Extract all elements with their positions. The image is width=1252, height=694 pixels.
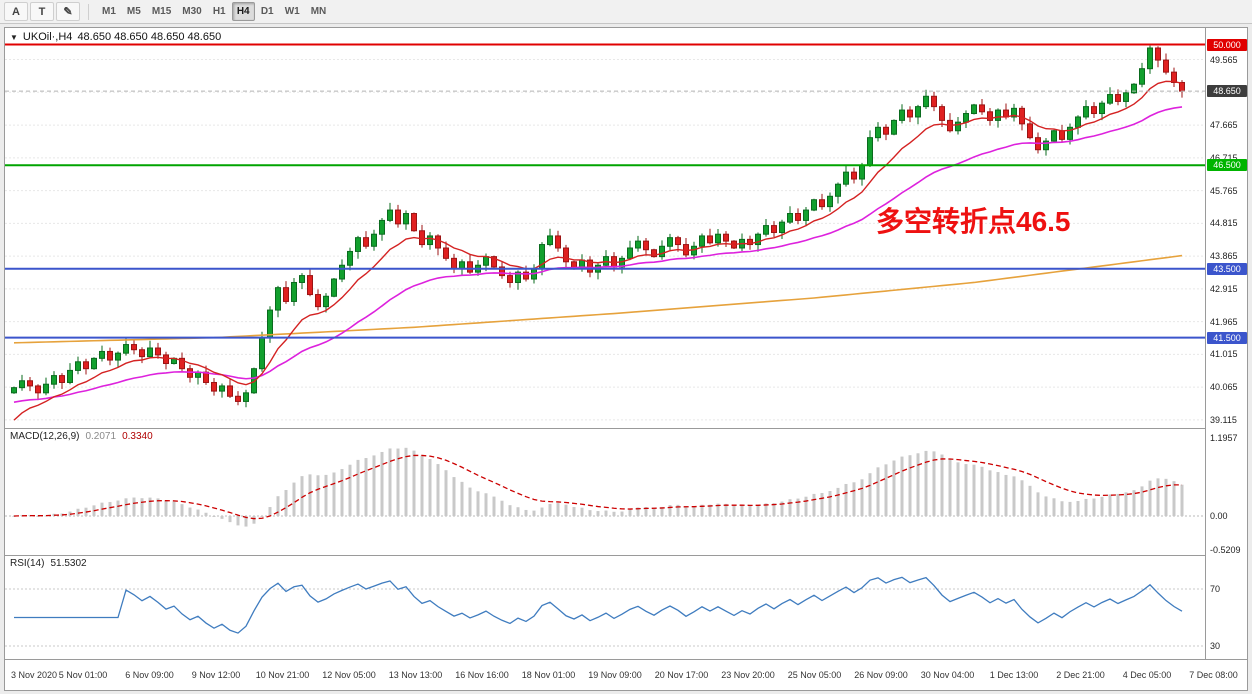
price-axis-label: 43.865: [1210, 251, 1238, 262]
timeframe-h1[interactable]: H1: [212, 6, 226, 17]
timeframe-m1[interactable]: M1: [102, 6, 116, 17]
rsi-axis-label: 30: [1210, 641, 1221, 651]
toolbar-separator: [88, 3, 89, 20]
symbol-dropdown-icon[interactable]: ▼: [10, 32, 18, 42]
chart-window[interactable]: 49.565 47.665 46.715 45.765 44.815 43.865 42.9…: [4, 27, 1248, 691]
macd-axis-label: -0.5209: [1210, 544, 1241, 555]
time-axis-label: 7 Dec 08:00: [1189, 670, 1238, 680]
time-axis-label: 19 Nov 09:00: [588, 670, 642, 680]
rsi-panel[interactable]: [5, 556, 1205, 659]
timeframe-h4[interactable]: H4: [231, 2, 255, 21]
price-axis[interactable]: 49.565 47.665 46.715 45.765 44.815 43.865 42.9…: [1205, 28, 1247, 659]
price-axis-label: 41.015: [1210, 349, 1238, 360]
price-badge: 48.650: [1207, 85, 1247, 98]
price-axis-label: 45.765: [1210, 185, 1238, 196]
price-badge: 41.500: [1207, 331, 1247, 344]
macd-panel[interactable]: [5, 429, 1205, 555]
price-axis-label: 44.815: [1210, 218, 1238, 229]
macd-axis-label: 1.1957: [1210, 433, 1238, 444]
price-axis-label: 39.115: [1210, 414, 1237, 425]
macd-axis-label: 0.00: [1210, 511, 1228, 521]
panel-separator[interactable]: [5, 555, 1247, 556]
time-axis-label: 12 Nov 05:00: [322, 670, 376, 680]
timeframe-m30[interactable]: M30: [182, 6, 202, 17]
time-axis-label: 26 Nov 09:00: [854, 670, 908, 680]
time-axis-label: 23 Nov 20:00: [721, 670, 775, 680]
time-axis-label: 13 Nov 13:00: [388, 670, 443, 680]
price-axis-label: 47.665: [1210, 120, 1238, 131]
price-badge: 50.000: [1207, 38, 1247, 51]
rsi-name: RSI(14): [10, 558, 45, 569]
time-axis-label: 16 Nov 16:00: [455, 670, 509, 680]
macd-name: MACD(12,26,9): [10, 431, 80, 442]
draw-tool-button[interactable]: ✎: [56, 2, 80, 21]
chart-title: ▼ UKOil·,H4 48.650 48.650 48.650 48.650: [10, 31, 221, 43]
time-axis-label: 1 Dec 13:00: [989, 670, 1039, 680]
time-axis-label: 18 Nov 01:00: [521, 670, 576, 680]
timeframe-w1[interactable]: W1: [284, 6, 300, 17]
macd-main-value: 0.2071: [85, 431, 117, 442]
macd-label: MACD(12,26,9) 0.2071 0.3340: [10, 431, 153, 442]
price-chart[interactable]: [5, 28, 1205, 428]
time-axis-label: 3 Nov 2020: [11, 670, 58, 680]
price-axis-label: 42.915: [1210, 283, 1238, 294]
timeframe-m5[interactable]: M5: [126, 6, 141, 17]
toolbar: A T ✎ M1 M5 M15 M30 H1 H4 D1 W1 MN: [0, 0, 1252, 24]
rsi-axis-label: 70: [1210, 584, 1221, 594]
time-axis-label: 30 Nov 04:00: [920, 670, 975, 680]
time-axis-label: 20 Nov 17:00: [654, 670, 709, 680]
timeframe-m15[interactable]: M15: [151, 6, 172, 17]
rsi-value: 51.5302: [50, 558, 87, 569]
price-badge: 43.500: [1207, 262, 1247, 275]
annotation-text: 多空转折点46.5: [876, 206, 1071, 237]
time-axis-label: 10 Nov 21:00: [255, 670, 310, 680]
timeframe-d1[interactable]: D1: [260, 6, 274, 17]
timeframe-mn[interactable]: MN: [310, 6, 327, 17]
price-axis-label: 46.715: [1210, 152, 1238, 163]
timeframe-buttons: M1 M5 M15 M30 H1 H4 D1 W1 MN: [97, 2, 331, 21]
time-axis-label: 25 Nov 05:00: [787, 670, 842, 680]
time-axis-label: 2 Dec 21:00: [1056, 670, 1105, 680]
price-axis-label: 49.565: [1210, 54, 1238, 65]
price-badge: 46.500: [1207, 159, 1247, 172]
panel-separator[interactable]: [5, 659, 1247, 660]
time-axis-label: 4 Dec 05:00: [1122, 670, 1172, 680]
a-tool-button[interactable]: A: [4, 2, 28, 21]
rsi-label: RSI(14) 51.5302: [10, 558, 87, 569]
time-axis-label: 9 Nov 12:00: [191, 670, 241, 680]
macd-signal-value: 0.3340: [122, 431, 153, 442]
price-axis-label: 40.065: [1210, 382, 1238, 393]
time-axis[interactable]: 3 Nov 2020 5 Nov 01:00 6 Nov 09:00 9 Nov 12…: [5, 660, 1247, 690]
panel-separator[interactable]: [5, 428, 1247, 429]
price-axis-label: 41.965: [1210, 316, 1238, 327]
chart-symbol-label: UKOil·,H4: [22, 31, 73, 43]
time-axis-label: 5 Nov 01:00: [58, 670, 108, 680]
chart-ohlc-values: 48.650 48.650 48.650 48.650: [77, 31, 222, 43]
time-axis-label: 6 Nov 09:00: [125, 670, 174, 680]
tool-buttons: A T ✎: [4, 2, 80, 21]
text-tool-button[interactable]: T: [30, 2, 54, 21]
